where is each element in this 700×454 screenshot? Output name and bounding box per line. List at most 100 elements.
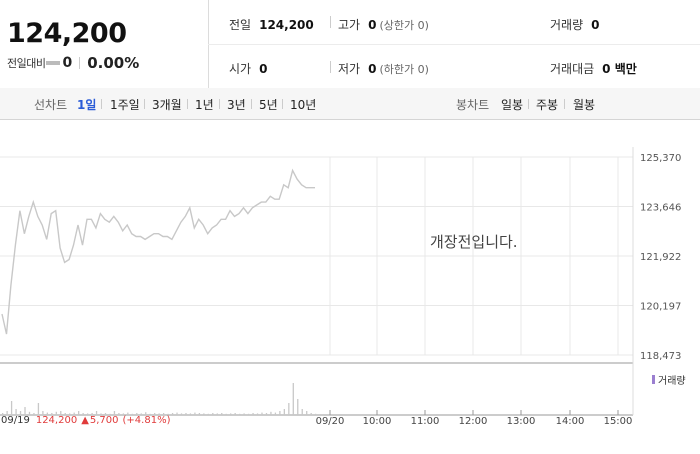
divider [219,99,220,109]
volume-bar [140,413,142,415]
stats-divider [208,44,700,45]
stat-label: 고가 [338,18,361,32]
volume-bar [136,413,138,415]
stat-value: 0 [368,17,377,32]
tab-5-years[interactable]: 5년 [259,98,278,112]
volume-bars-layer [2,383,317,415]
volume-bar [194,412,196,415]
y-axis-ticks: 125,370 123,646 121,922 120,197 118,473 [640,153,681,362]
divider [79,57,81,69]
volume-bar [265,413,268,415]
volume-legend: 거래량 [652,372,686,387]
tab-10-years[interactable]: 10년 [290,98,317,112]
volume-bar [109,413,111,415]
stat-value: 0 [259,61,268,76]
price-line-layer [1,168,315,335]
up-arrow-icon: ▲ [81,415,89,426]
volume-bar [247,413,250,415]
volume-bar [127,412,129,415]
volume-bar [154,413,156,415]
volume-bar [315,413,317,415]
intraday-chart: 125,370 123,646 121,922 120,197 118,473 09/2… [0,120,700,450]
x-tick-label: 11:00 [411,416,440,427]
divider [187,99,188,109]
divider [528,99,529,109]
chart-period-tabs: 선차트 1일 1주일 3개월 1년 3년 5년 10년 봉차트 일봉 주봉 월봉 [0,88,700,120]
volume-bar [234,413,236,415]
volume-bar [118,413,120,415]
volume-bar [28,411,31,415]
previous-close-info: 09/19 124,200 ▲ 5,700 (+4.81%) [1,415,170,426]
stat-label: 저가 [338,62,361,76]
divider [330,61,331,73]
y-tick-label: 118,473 [640,351,681,362]
volume-legend-label: 거래량 [658,376,686,387]
volume-bar [212,413,214,415]
volume-bar [270,411,272,415]
volume-bar [131,413,133,415]
volume-bar [2,413,4,415]
chart-canvas: 125,370 123,646 121,922 120,197 118,473 09/2… [0,147,681,427]
pre-market-notice: 개장전입니다. [430,233,518,251]
volume-bar [24,407,26,415]
volume-bar [162,413,165,415]
stat-label: 시가 [229,62,252,76]
stat-sub: (상한가 0) [379,18,429,32]
volume-bar [310,413,312,415]
change-rate: 0.00% [87,54,140,72]
volume-bar [60,411,62,415]
stat-prev-close: 전일 124,200 [229,16,314,33]
volume-bar [207,413,209,415]
volume-bar [104,413,107,415]
volume-bar [113,411,116,415]
tab-1-year[interactable]: 1년 [195,98,214,112]
x-tick-label: 09/20 [316,416,345,427]
volume-bar [145,412,147,415]
volume-bar [78,411,80,415]
volume-bar [64,413,66,415]
x-tick-label: 15:00 [604,416,633,427]
prev-price: 124,200 [35,415,78,426]
volume-bar [46,412,49,415]
tab-3-months[interactable]: 3개월 [152,98,182,112]
current-price: 124,200 [7,18,127,49]
stat-label: 거래대금 [550,62,595,76]
volume-bar [301,409,303,415]
volume-bar [19,411,22,415]
volume-bar [95,411,98,415]
volume-bar [203,413,205,415]
volume-bar [288,403,290,415]
volume-bar [73,412,75,415]
stat-label: 전일 [229,18,252,32]
volume-bar [225,413,227,415]
volume-bar [176,412,178,415]
tab-weekly-candle[interactable]: 주봉 [536,98,559,112]
volume-bar [100,413,102,415]
stat-value: 0 백만 [602,62,637,76]
volume-bar [158,413,160,415]
stat-value: 124,200 [259,17,314,32]
volume-bar [42,411,44,415]
divider [251,99,252,109]
tab-3-years[interactable]: 3년 [227,98,246,112]
volume-bar [221,413,223,415]
divider [282,99,283,109]
volume-bar [189,413,192,415]
volume-bar [274,412,277,415]
tab-1-week[interactable]: 1주일 [110,98,140,112]
volume-bar [256,413,259,415]
change-value: 0 [62,55,73,71]
volume-bar [33,413,35,415]
x-tick-label: 12:00 [459,416,488,427]
tab-1-day[interactable]: 1일 [77,98,97,112]
tab-daily-candle[interactable]: 일봉 [501,98,524,112]
volume-bar [171,413,174,415]
volume-legend-swatch [652,375,655,384]
stat-value: 0 [368,61,377,76]
y-tick-label: 121,922 [640,252,681,263]
tab-monthly-candle[interactable]: 월봉 [573,98,596,112]
volume-bar [10,401,13,415]
candle-chart-tabs-title: 봉차트 [456,98,490,112]
y-tick-label: 125,370 [640,153,681,164]
volume-bar [37,403,40,415]
